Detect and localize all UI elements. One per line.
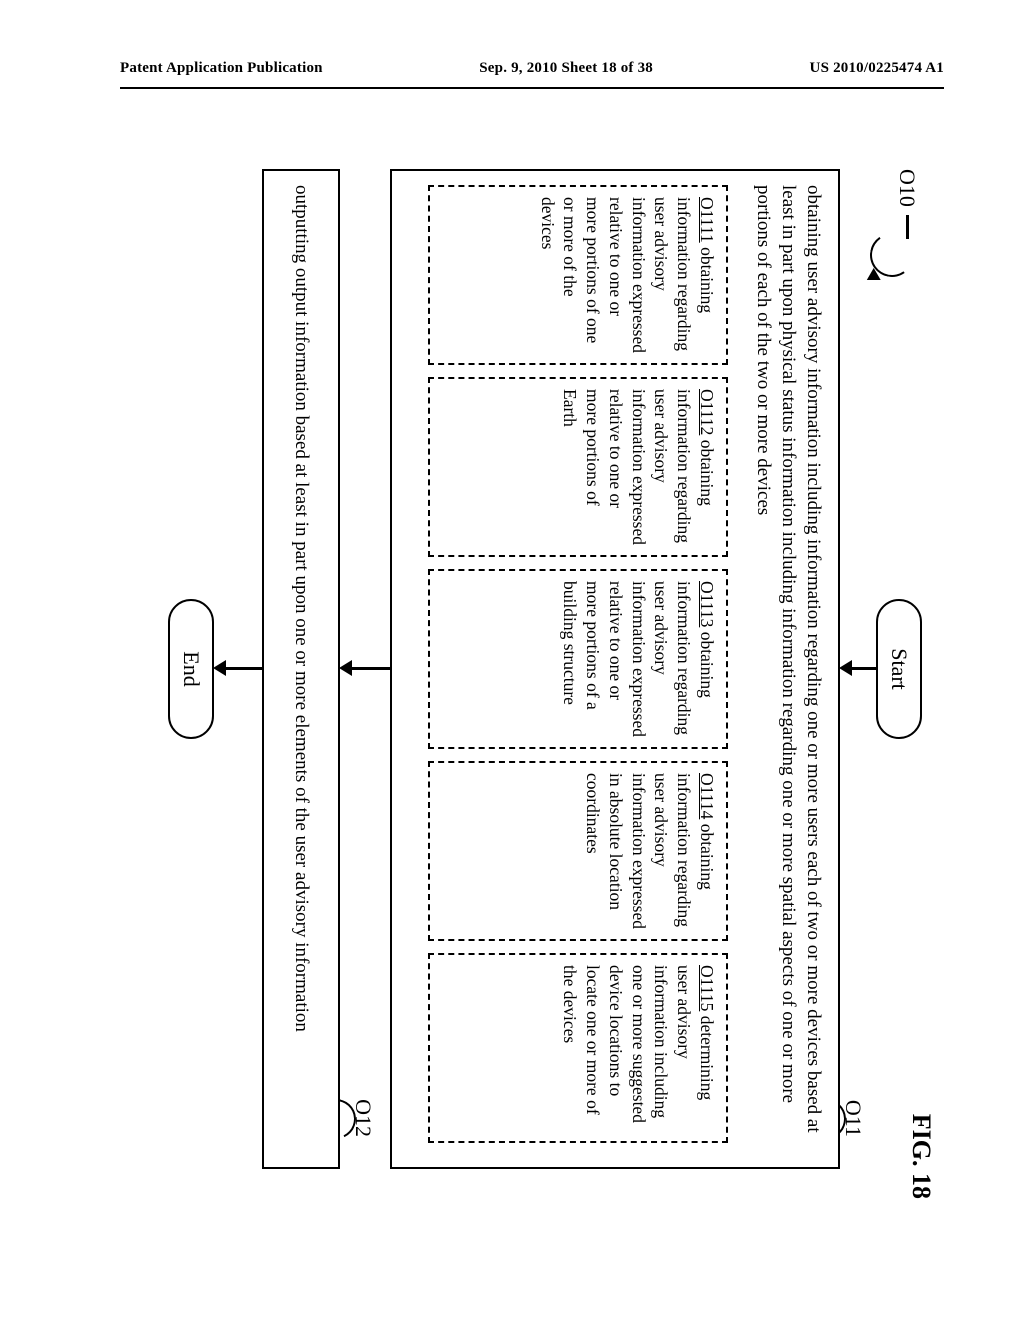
substep-box-2: O1113 obtaining information regarding us… xyxy=(428,569,728,749)
leader-dash xyxy=(907,215,910,239)
flowchart-diagram: FIG. 18 O10 Start O11 obtaining user adv… xyxy=(122,129,942,1209)
substep-ref-3: O1114 xyxy=(697,773,717,819)
substep-ref-1: O1112 xyxy=(697,389,717,435)
diagram-wrap: FIG. 18 O10 Start O11 obtaining user adv… xyxy=(122,129,942,1209)
page-header: Patent Application Publication Sep. 9, 2… xyxy=(120,60,944,77)
substep-ref-0: O1111 xyxy=(697,197,717,243)
flow-id-label: O10 xyxy=(894,169,920,207)
substep-ref-4: O1115 xyxy=(697,965,717,1011)
start-node: Start xyxy=(876,599,922,739)
arrow-o11-o12-line xyxy=(350,667,390,670)
substep-text-0: obtaining information regarding user adv… xyxy=(538,197,717,353)
header-left: Patent Application Publication xyxy=(120,60,323,77)
substep-box-0: O1111 obtaining information regarding us… xyxy=(428,185,728,365)
step-o12-text: outputting output information based at l… xyxy=(288,185,313,1032)
header-center: Sep. 9, 2010 Sheet 18 of 38 xyxy=(479,60,653,77)
page: Patent Application Publication Sep. 9, 2… xyxy=(0,0,1024,1320)
substep-text-2: obtaining information regarding user adv… xyxy=(561,581,718,737)
figure-label: FIG. 18 xyxy=(906,1114,936,1199)
end-node: End xyxy=(168,599,214,739)
substep-box-3: O1114 obtaining information regarding us… xyxy=(428,761,728,941)
substep-box-1: O1112 obtaining information regarding us… xyxy=(428,377,728,557)
step-o11-box: obtaining user advisory information incl… xyxy=(390,169,840,1169)
substep-text-4: determining user advisory information in… xyxy=(561,965,718,1123)
header-right: US 2010/0225474 A1 xyxy=(810,60,944,77)
start-label: Start xyxy=(886,648,912,690)
substep-text-1: obtaining information regarding user adv… xyxy=(561,389,718,545)
arrow-start-o11-head xyxy=(839,660,852,676)
arrow-o11-o12-head xyxy=(339,660,352,676)
end-label: End xyxy=(178,651,204,686)
header-rule xyxy=(120,87,944,89)
arrow-o12-end-head xyxy=(213,660,226,676)
substep-box-4: O1115 determining user advisory informat… xyxy=(428,953,728,1143)
arrow-o12-end-line xyxy=(224,667,262,670)
step-o11-text: obtaining user advisory information incl… xyxy=(751,185,826,1153)
substep-ref-2: O1113 xyxy=(697,581,717,627)
arrow-start-o11-line xyxy=(850,667,876,670)
step-o12-box: outputting output information based at l… xyxy=(262,169,340,1169)
